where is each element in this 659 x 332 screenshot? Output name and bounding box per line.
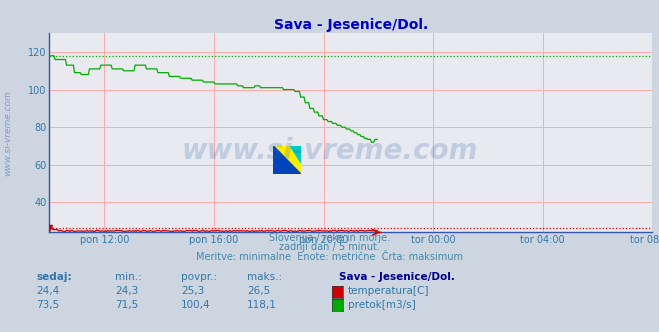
Text: www.si-vreme.com: www.si-vreme.com (181, 137, 478, 165)
Text: zadnji dan / 5 minut.: zadnji dan / 5 minut. (279, 242, 380, 252)
Text: 24,3: 24,3 (115, 287, 138, 296)
Text: 73,5: 73,5 (36, 300, 59, 310)
Text: min.:: min.: (115, 272, 142, 282)
Text: maks.:: maks.: (247, 272, 282, 282)
Text: 24,4: 24,4 (36, 287, 59, 296)
Polygon shape (273, 146, 301, 174)
Title: Sava - Jesenice/Dol.: Sava - Jesenice/Dol. (273, 18, 428, 32)
Text: www.si-vreme.com: www.si-vreme.com (3, 90, 13, 176)
Text: 100,4: 100,4 (181, 300, 211, 310)
Text: sedaj:: sedaj: (36, 272, 72, 282)
Text: povpr.:: povpr.: (181, 272, 217, 282)
Polygon shape (273, 146, 301, 174)
Text: 26,5: 26,5 (247, 287, 270, 296)
Polygon shape (290, 146, 301, 163)
Text: 71,5: 71,5 (115, 300, 138, 310)
Text: pretok[m3/s]: pretok[m3/s] (348, 300, 416, 310)
Text: Slovenija / reke in morje.: Slovenija / reke in morje. (269, 233, 390, 243)
Text: temperatura[C]: temperatura[C] (348, 287, 430, 296)
Text: 25,3: 25,3 (181, 287, 204, 296)
Text: 118,1: 118,1 (247, 300, 277, 310)
Text: Sava - Jesenice/Dol.: Sava - Jesenice/Dol. (339, 272, 455, 282)
Text: Meritve: minimalne  Enote: metrične  Črta: maksimum: Meritve: minimalne Enote: metrične Črta:… (196, 252, 463, 262)
